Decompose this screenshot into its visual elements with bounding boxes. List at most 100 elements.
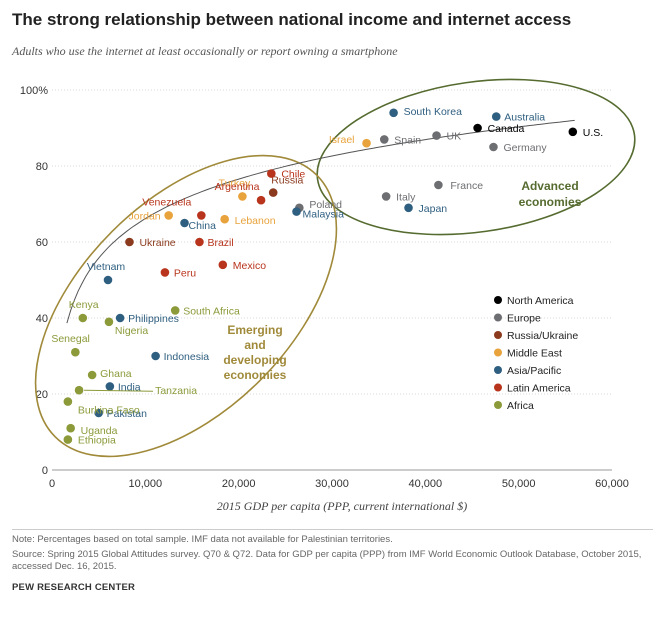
legend-marker — [494, 313, 502, 322]
advanced-economies-label: Advanced — [521, 179, 578, 193]
data-point-mexico — [218, 260, 228, 270]
x-axis-label: 2015 GDP per capita (PPP, current intern… — [217, 499, 467, 513]
point-label: Mexico — [233, 260, 266, 272]
data-point-india — [105, 382, 115, 391]
x-tick-label: 20,000 — [222, 478, 256, 490]
point-label: France — [450, 180, 483, 192]
trend-line — [66, 119, 575, 324]
emerging-economies-ellipse — [34, 154, 338, 458]
point-label: Pakistan — [107, 408, 147, 420]
data-point-uganda — [66, 423, 75, 433]
data-point-spain — [379, 135, 389, 144]
y-tick-label: 80 — [36, 161, 48, 173]
data-point-chile — [267, 169, 276, 178]
point-label: Israel — [329, 134, 355, 146]
legend-label: North America — [507, 295, 574, 307]
x-tick-label: 0 — [49, 478, 55, 490]
legend-label: Asia/Pacific — [507, 365, 561, 377]
y-tick-label: 0 — [42, 465, 48, 477]
advanced-economies-label: economies — [519, 195, 582, 209]
data-point-u-s- — [568, 127, 578, 137]
emerging-economies-label: economies — [224, 368, 287, 382]
legend-marker — [494, 296, 502, 304]
data-point-tanzania — [74, 385, 84, 395]
data-point-philippines — [115, 313, 125, 323]
point-label: Jordan — [129, 210, 161, 222]
data-point-france — [434, 180, 443, 190]
data-point-south-africa — [170, 306, 180, 315]
data-point-germany — [489, 142, 498, 152]
data-point-uk — [432, 131, 441, 140]
point-label: Nigeria — [115, 325, 148, 337]
chart-source: Source: Spring 2015 Global Attitudes sur… — [12, 549, 642, 572]
x-tick-label: 30,000 — [315, 478, 349, 490]
point-label: Tanzania — [155, 385, 197, 397]
chart-note: Note: Percentages based on total sample.… — [12, 534, 393, 545]
data-point-israel — [362, 138, 371, 148]
point-label: UK — [447, 131, 462, 143]
legend-label: Africa — [507, 400, 534, 412]
chart-subtitle: Adults who use the internet at least occ… — [12, 44, 398, 58]
point-label: Indonesia — [164, 351, 210, 363]
legend-marker — [494, 348, 502, 357]
point-label: Japan — [419, 203, 448, 215]
data-point-ukraine — [125, 237, 134, 247]
point-label: Italy — [396, 191, 416, 203]
point-label: U.S. — [583, 127, 603, 139]
x-tick-label: 10,000 — [129, 478, 163, 490]
point-label: Burkina Faso — [78, 405, 140, 417]
x-tick-label: 60,000 — [595, 478, 629, 490]
point-label: Australia — [504, 112, 545, 124]
data-point-nigeria — [104, 317, 114, 327]
emerging-economies-label: and — [244, 338, 265, 352]
tanzania-leader-line — [84, 389, 154, 392]
data-point-vietnam — [103, 275, 113, 285]
legend-marker — [494, 401, 502, 409]
emerging-economies-label: developing — [223, 353, 286, 367]
data-point-senegal — [71, 347, 80, 357]
chart-title: The strong relationship between national… — [12, 10, 572, 29]
data-point-brazil — [195, 237, 204, 247]
emerging-economies-label: Emerging — [227, 323, 282, 337]
data-point-china — [180, 218, 189, 228]
legend-label: Middle East — [507, 348, 562, 360]
scatter-chart: 0 20 40 60 80 100% 0 10,000 20,000 30,000 40,000 50… — [20, 78, 636, 513]
point-label: Russia — [271, 175, 303, 187]
data-point-lebanon — [220, 214, 229, 224]
data-point-pakistan — [94, 408, 103, 418]
legend-label: Latin America — [507, 383, 571, 395]
data-point-canada — [473, 123, 482, 133]
point-label: Turkey — [219, 177, 251, 189]
point-label: India — [118, 381, 141, 393]
data-point-kenya — [78, 313, 88, 323]
point-label: Spain — [394, 134, 421, 146]
data-point-malaysia — [292, 207, 301, 216]
y-tick-label: 40 — [36, 313, 48, 325]
point-label: Senegal — [51, 333, 90, 345]
point-label: Uganda — [81, 425, 118, 437]
point-label: South Korea — [404, 106, 463, 118]
point-label: Germany — [503, 142, 547, 154]
data-point-japan — [404, 203, 413, 213]
point-label: Lebanon — [235, 215, 276, 227]
data-point-australia — [491, 112, 501, 121]
data-point-russia — [268, 188, 278, 197]
point-label: Venezuela — [142, 196, 191, 208]
point-label: Ghana — [100, 368, 132, 380]
data-point-ethiopia — [63, 435, 73, 444]
point-label: Poland — [309, 199, 342, 211]
point-label: Vietnam — [87, 261, 126, 273]
point-label: Ukraine — [139, 237, 175, 249]
data-point-south-korea — [389, 108, 398, 118]
data-point-indonesia — [151, 351, 160, 361]
data-point-ghana — [87, 370, 97, 380]
data-point-italy — [381, 192, 391, 201]
legend-marker — [494, 331, 502, 339]
y-tick-label: 20 — [36, 389, 48, 401]
data-point-peru — [160, 268, 170, 277]
x-tick-label: 40,000 — [409, 478, 443, 490]
point-label: Ethiopia — [78, 435, 116, 447]
point-label: South Africa — [183, 305, 240, 317]
point-label: Chile — [281, 169, 305, 181]
legend-label: Russia/Ukraine — [507, 330, 578, 342]
